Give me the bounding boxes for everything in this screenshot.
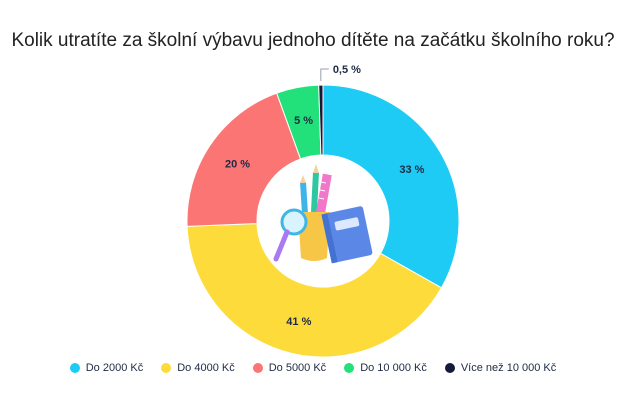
legend-item-4: Do 10 000 Kč	[344, 362, 427, 374]
legend-dot-icon	[161, 363, 172, 373]
data-label-1: 33 %	[399, 164, 424, 176]
school-supplies-icon	[257, 155, 389, 287]
legend-item-1: Do 2000 Kč	[69, 362, 144, 374]
data-label-4: 5 %	[294, 115, 313, 127]
legend-item-2: Do 4000 Kč	[161, 362, 235, 374]
leader-line-5	[320, 68, 329, 82]
data-label-3: 20 %	[225, 159, 250, 171]
legend-item-3: Do 5000 Kč	[252, 362, 327, 374]
legend-label: Do 5000 Kč	[268, 362, 327, 374]
legend-dot-icon	[344, 363, 355, 373]
legend-dot-icon	[444, 363, 455, 373]
data-label-5: 0,5 %	[333, 64, 361, 76]
legend-dot-icon	[69, 363, 80, 373]
data-label-2: 41 %	[286, 316, 311, 328]
chart-legend: Do 2000 Kč Do 4000 Kč Do 5000 Kč Do 10 000 …	[0, 362, 626, 374]
legend-item-5: Více než 10 000 Kč	[444, 362, 557, 374]
legend-dot-icon	[252, 363, 263, 373]
legend-label: Více než 10 000 Kč	[460, 362, 557, 374]
legend-label: Do 10 000 Kč	[360, 362, 427, 374]
data-labels: 33 % 41 % 20 % 5 % 0,5 %	[225, 64, 425, 328]
legend-label: Do 4000 Kč	[177, 362, 235, 374]
legend-label: Do 2000 Kč	[85, 362, 144, 374]
chart-title: Kolik utratíte za školní výbavu jednoho …	[11, 30, 615, 51]
